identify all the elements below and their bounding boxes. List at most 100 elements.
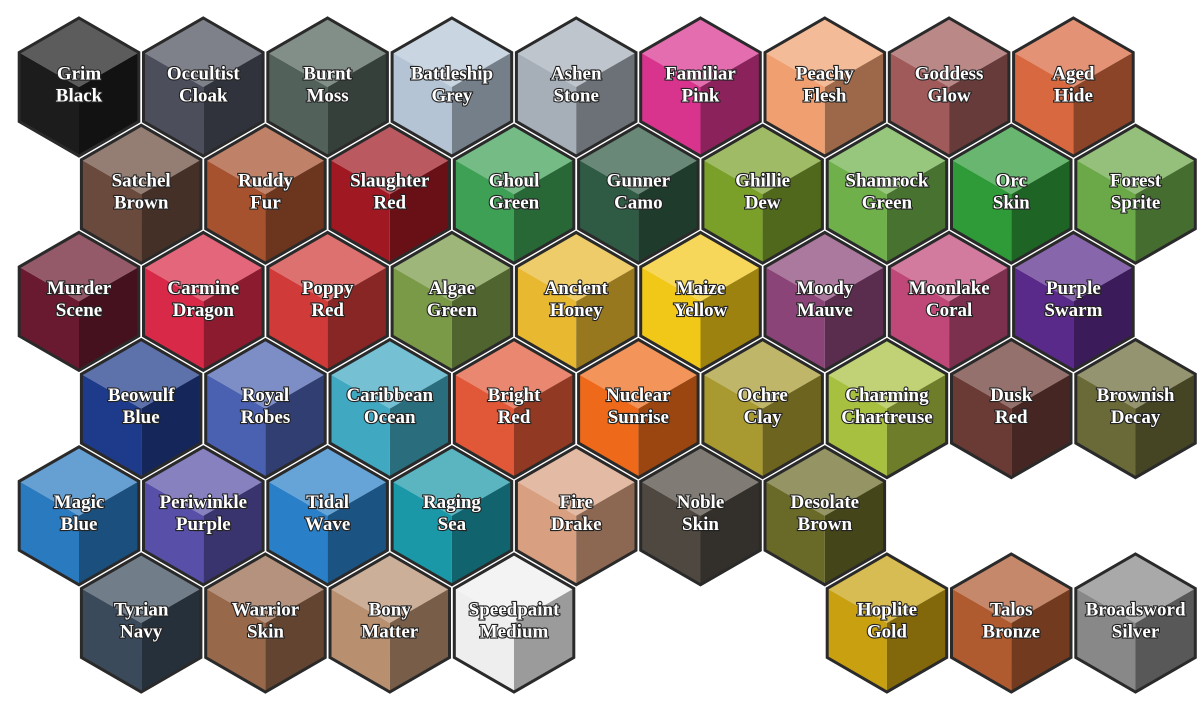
cube-left (143, 52, 204, 156)
cube-right (514, 159, 574, 264)
cube-left (454, 588, 514, 692)
paint-name: Chartreuse (841, 407, 932, 428)
paint-name: Familiar (665, 63, 736, 84)
paint-name: Wave (305, 514, 350, 535)
hex-outline (577, 337, 700, 480)
paint-name: Ancient (545, 278, 609, 299)
paint-name: Tidal (306, 492, 349, 513)
paint-name: Bronze (982, 621, 1040, 642)
cube-right (389, 374, 450, 478)
hex-outline (390, 445, 514, 587)
paint-name: Raging (423, 492, 482, 513)
hex-outline (825, 123, 949, 265)
paint-name: Battleship (411, 63, 493, 84)
hex-outline (204, 337, 327, 480)
paint-name: Dew (745, 193, 781, 214)
hex-outline (452, 337, 576, 480)
hex-outline (266, 230, 389, 373)
hex-outline (639, 445, 762, 587)
paint-name: Magic (54, 492, 105, 513)
hex-outline (639, 230, 762, 373)
cube-left (702, 159, 763, 264)
cube-left (81, 588, 142, 692)
hex-outline (328, 337, 451, 480)
paint-name: Aged (1052, 63, 1095, 84)
hex-outline (328, 552, 451, 694)
cube-right (327, 52, 388, 156)
cube-right (141, 159, 201, 264)
cube-right (327, 481, 388, 585)
cube-right (327, 266, 388, 371)
hex-outline (328, 123, 451, 265)
hex-outline (266, 16, 389, 158)
hex-outline (701, 337, 824, 480)
hex-outline (887, 230, 1011, 373)
paint-name: Black (56, 85, 103, 106)
cube-top (640, 18, 761, 87)
paint-name: Drake (551, 514, 602, 535)
paint-name: Moody (796, 278, 854, 299)
hex-outline (1074, 123, 1197, 265)
cube-left (827, 588, 887, 692)
hex-outline (17, 230, 141, 373)
cube-right (79, 52, 139, 156)
cube-top (143, 446, 264, 516)
paint-name: Fire (559, 492, 592, 513)
hex-outline (1012, 230, 1135, 373)
paint-name: Gold (867, 621, 908, 642)
paint-name: Maize (676, 278, 726, 299)
paint-name: Skin (247, 621, 284, 642)
paint-name: Royal (242, 385, 290, 406)
cube-right (265, 159, 326, 264)
hex-outline (825, 552, 949, 694)
hex-outline (1074, 337, 1197, 480)
paint-name: Nuclear (606, 385, 671, 406)
hex-outline (763, 445, 887, 587)
cube-top (640, 446, 761, 516)
paint-name: Mauve (797, 300, 853, 321)
paint-name: Purple (1046, 278, 1101, 299)
cube-right (1135, 374, 1196, 478)
cube-right (1135, 588, 1196, 692)
paint-name: Honey (550, 300, 603, 321)
paint-name: Warrior (232, 599, 300, 620)
paint-name: Hide (1054, 85, 1093, 106)
hex-outline (142, 445, 265, 587)
paint-name: Goddess (915, 63, 984, 84)
paint-name: Algae (429, 278, 475, 299)
cube-right (1073, 266, 1134, 371)
hex-outline (79, 552, 203, 694)
paint-name: Sea (438, 514, 467, 535)
paint-name: Scene (56, 300, 102, 321)
paint-name: Medium (480, 621, 549, 642)
paint-name: Poppy (302, 278, 354, 299)
paint-name: Skin (682, 514, 719, 535)
hex-outline (639, 16, 762, 158)
hex-outline (390, 230, 514, 373)
hex-outline (1012, 16, 1135, 158)
cube-left (392, 266, 452, 371)
paint-name: Hoplite (857, 599, 917, 620)
hex-outline (825, 337, 949, 480)
cube-left (392, 52, 452, 156)
paint-name: Glow (927, 85, 971, 106)
cube-right (762, 159, 823, 264)
paint-name: Flesh (803, 85, 847, 106)
paint-name: Satchel (112, 171, 171, 192)
